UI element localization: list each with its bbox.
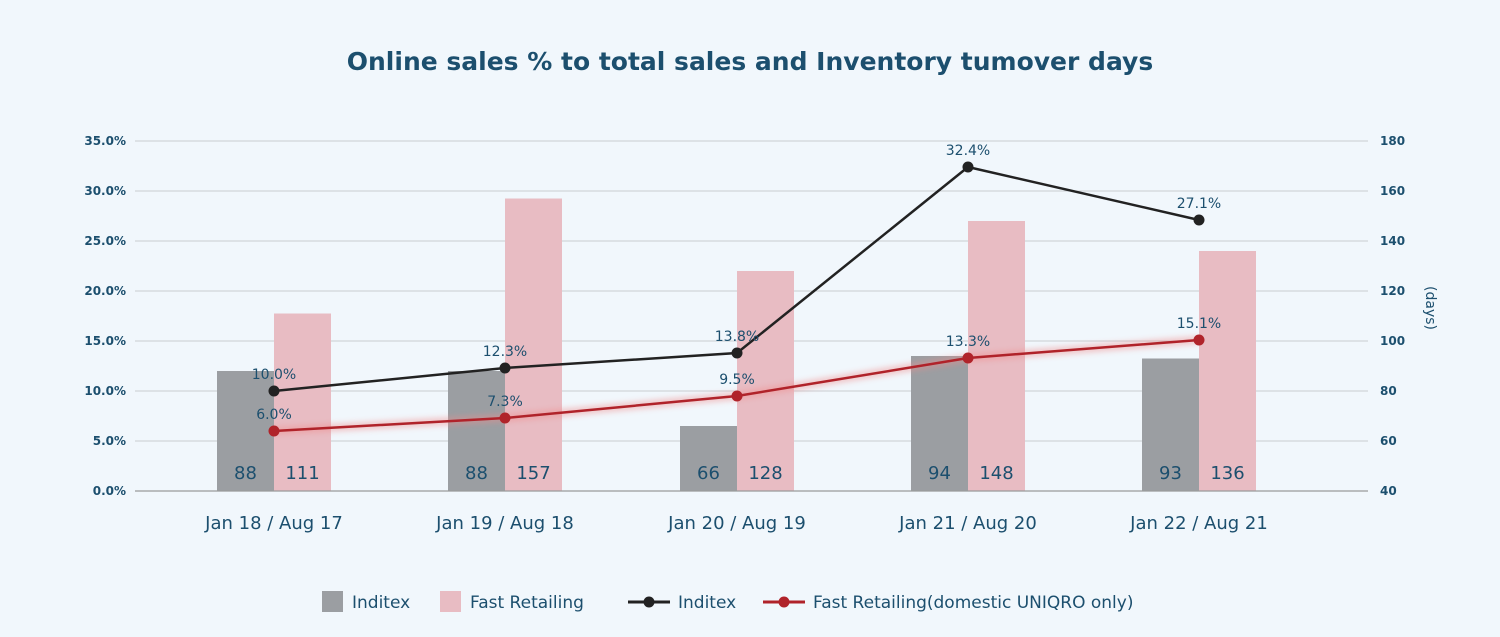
point-fast-retailing [1193, 334, 1205, 346]
legend-swatch [322, 591, 343, 612]
bar-fast-retailing [1199, 251, 1256, 491]
point-fast-retailing [962, 352, 974, 364]
x-axis-categories: Jan 18 / Aug 17 Jan 19 / Aug 18 Jan 20 / A… [204, 513, 1268, 534]
left-tick-label: 10.0% [84, 384, 126, 398]
point-label-fast-retailing: 13.3% [946, 334, 990, 350]
legend-marker [643, 596, 655, 608]
point-label-inditex: 13.8% [715, 329, 759, 345]
point-inditex [962, 161, 974, 173]
legend-marker [778, 596, 790, 608]
bar-inditex [1142, 358, 1199, 491]
legend-label: Fast Retailing(domestic UNIQRO only) [813, 593, 1133, 613]
point-fast-retailing [268, 425, 280, 437]
point-label-inditex: 10.0% [252, 367, 296, 383]
chart-title: Online sales % to total sales and Invent… [347, 47, 1153, 76]
point-label-fast-retailing: 15.1% [1177, 316, 1221, 332]
point-label-fast-retailing: 7.3% [487, 394, 523, 410]
legend-label: Inditex [678, 593, 736, 613]
right-tick-label: 180 [1380, 134, 1405, 148]
point-inditex [731, 347, 743, 359]
bar-fast-retailing [505, 198, 562, 491]
point-label-fast-retailing: 9.5% [719, 372, 755, 388]
bar-fast-retailing [274, 313, 331, 491]
right-tick-label: 60 [1380, 434, 1397, 448]
point-label-inditex: 27.1% [1177, 196, 1221, 212]
point-inditex [1193, 214, 1205, 226]
left-tick-label: 0.0% [93, 484, 126, 498]
category-label: Jan 22 / Aug 21 [1129, 513, 1268, 534]
bar-label-fast-retailing: 111 [285, 463, 319, 484]
point-fast-retailing [499, 412, 511, 424]
bar-inditex [217, 371, 274, 491]
right-tick-label: 40 [1380, 484, 1397, 498]
category-label: Jan 19 / Aug 18 [435, 513, 574, 534]
left-tick-label: 35.0% [84, 134, 126, 148]
bar-inditex [448, 371, 505, 491]
left-tick-label: 15.0% [84, 334, 126, 348]
bar-label-inditex: 93 [1159, 463, 1182, 484]
point-label-inditex: 32.4% [946, 143, 990, 159]
legend-label: Fast Retailing [470, 593, 584, 613]
bar-fast-retailing [737, 271, 794, 491]
point-fast-retailing [731, 390, 743, 402]
point-inditex [499, 362, 511, 374]
category-label: Jan 18 / Aug 17 [204, 513, 343, 534]
right-axis: 40 60 80 100 120 140 160 180 [1380, 134, 1405, 498]
right-axis-label: (days) [1422, 286, 1438, 330]
legend: Inditex Fast Retailing Inditex Fast Retaili… [322, 591, 1133, 613]
right-tick-label: 160 [1380, 184, 1405, 198]
bar-label-inditex: 88 [465, 463, 488, 484]
bar-value-labels: 88 88 66 94 93 111 157 128 148 136 [234, 463, 1245, 484]
left-axis: 0.0% 5.0% 10.0% 15.0% 20.0% 25.0% 30.0% 35.0% [84, 134, 126, 498]
right-tick-label: 100 [1380, 334, 1405, 348]
bar-label-fast-retailing: 136 [1210, 463, 1244, 484]
left-tick-label: 20.0% [84, 284, 126, 298]
left-tick-label: 25.0% [84, 234, 126, 248]
bar-series [217, 198, 1256, 491]
point-label-inditex: 12.3% [483, 344, 527, 360]
left-tick-label: 5.0% [93, 434, 126, 448]
right-tick-label: 140 [1380, 234, 1405, 248]
bar-label-inditex: 94 [928, 463, 951, 484]
right-tick-label: 80 [1380, 384, 1397, 398]
right-tick-label: 120 [1380, 284, 1405, 298]
category-label: Jan 21 / Aug 20 [898, 513, 1037, 534]
bar-label-fast-retailing: 157 [516, 463, 550, 484]
bar-inditex [680, 426, 737, 491]
category-label: Jan 20 / Aug 19 [667, 513, 806, 534]
legend-swatch [440, 591, 461, 612]
bar-label-inditex: 66 [697, 463, 720, 484]
bar-label-fast-retailing: 148 [979, 463, 1013, 484]
bar-inditex [911, 356, 968, 491]
line-series: 10.0% 12.3% 13.8% 32.4% 27.1% 6.0% 7.3% 9.5% 13.… [252, 143, 1221, 437]
bar-label-inditex: 88 [234, 463, 257, 484]
left-tick-label: 30.0% [84, 184, 126, 198]
bar-label-fast-retailing: 128 [748, 463, 782, 484]
point-label-fast-retailing: 6.0% [256, 407, 292, 423]
legend-label: Inditex [352, 593, 410, 613]
point-inditex [268, 385, 280, 397]
